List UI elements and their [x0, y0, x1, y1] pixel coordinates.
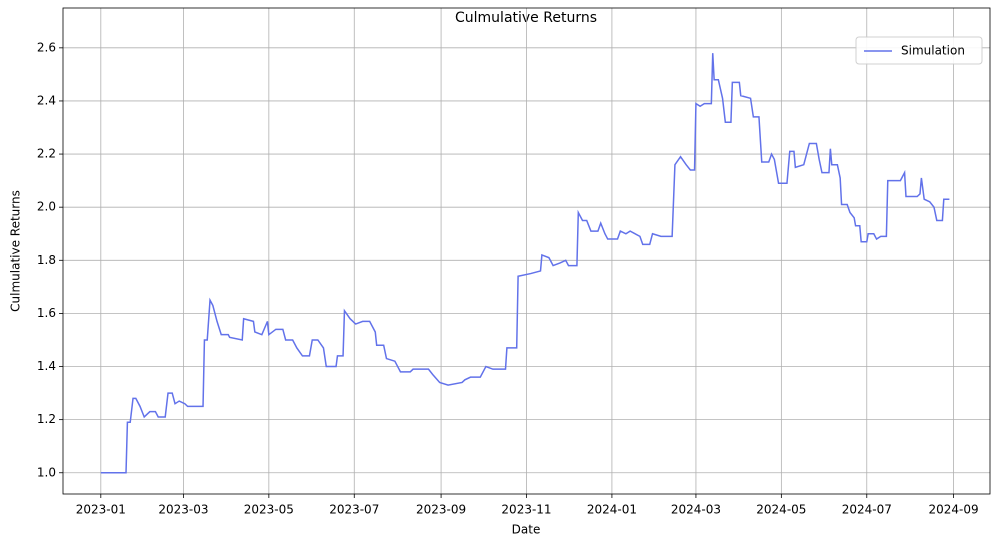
- chart-title: Culmulative Returns: [455, 10, 597, 26]
- y-tick-label: 2.2: [37, 147, 56, 161]
- y-axis-label: Culmulative Returns: [9, 190, 23, 312]
- x-tick-label: 2024-07: [842, 503, 892, 517]
- x-tick-label: 2023-11: [501, 503, 551, 517]
- legend-label: Simulation: [901, 44, 965, 58]
- x-tick-label: 2023-03: [158, 503, 208, 517]
- y-tick-label: 1.6: [37, 306, 56, 320]
- y-tick-label: 2.4: [37, 93, 56, 107]
- legend-box: [855, 36, 983, 65]
- x-tick-label: 2024-01: [587, 503, 637, 517]
- x-tick-label: 2024-05: [756, 503, 806, 517]
- y-tick-label: 2.6: [37, 40, 56, 54]
- plot-frame: [62, 7, 991, 495]
- y-tick-label: 1.0: [37, 465, 56, 479]
- x-tick-label: 2024-09: [929, 503, 979, 517]
- x-tick-label: 2023-05: [244, 503, 294, 517]
- x-tick-label: 2024-03: [671, 503, 721, 517]
- x-tick-label: 2023-07: [329, 503, 379, 517]
- y-tick-label: 2.0: [37, 200, 56, 214]
- x-tick-label: 2023-01: [76, 503, 126, 517]
- y-tick-label: 1.2: [37, 412, 56, 426]
- y-tick-label: 1.4: [37, 359, 56, 373]
- y-tick-label: 1.8: [37, 253, 56, 267]
- x-tick-label: 2023-09: [416, 503, 466, 517]
- x-axis-label: Date: [512, 523, 541, 537]
- series-line: [100, 53, 950, 474]
